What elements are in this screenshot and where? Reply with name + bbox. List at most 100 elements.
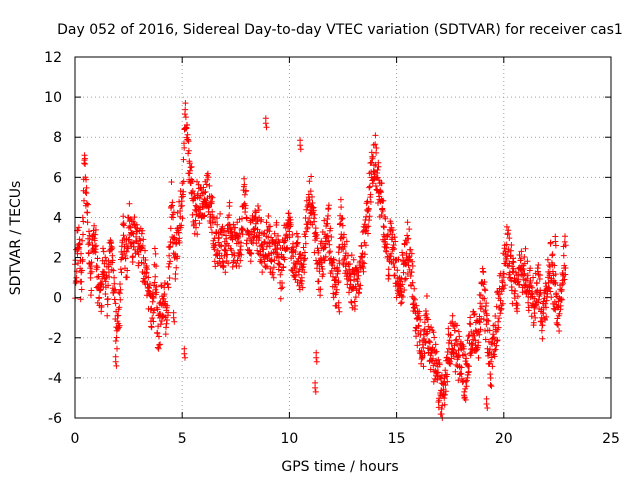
data-point (296, 266, 303, 273)
data-point (267, 223, 274, 230)
data-point (436, 397, 443, 404)
data-point (291, 272, 298, 279)
data-point (305, 191, 312, 198)
data-point (521, 254, 528, 260)
data-point (241, 191, 248, 198)
data-point (220, 262, 227, 269)
data-point (367, 191, 374, 198)
data-point (426, 338, 433, 345)
data-point (295, 233, 301, 240)
data-point (484, 405, 491, 411)
data-point (431, 368, 437, 375)
data-point (552, 233, 559, 240)
data-point (181, 345, 188, 352)
data-point (97, 286, 104, 293)
data-point (110, 267, 117, 274)
data-point (497, 297, 504, 304)
data-point (303, 228, 310, 235)
data-point (445, 325, 452, 332)
data-point (415, 322, 422, 329)
data-point (346, 289, 352, 296)
data-point (82, 161, 89, 167)
data-point (416, 338, 423, 345)
data-point (529, 284, 536, 291)
data-point (403, 239, 410, 246)
data-point (277, 271, 284, 278)
data-point (187, 167, 193, 174)
data-point (551, 262, 558, 269)
x-tick-label: 20 (495, 431, 513, 447)
data-point (364, 198, 371, 205)
data-point (236, 230, 243, 237)
data-point (408, 269, 415, 276)
data-point (477, 319, 483, 326)
data-point (85, 235, 92, 242)
data-point (493, 338, 500, 344)
data-point (421, 350, 428, 357)
data-point (322, 244, 329, 251)
data-point (321, 217, 328, 224)
data-point (491, 334, 497, 341)
data-point (407, 273, 414, 279)
data-point (286, 228, 293, 235)
data-point (552, 242, 559, 249)
x-tick-label: 25 (602, 431, 620, 447)
data-point (157, 321, 164, 328)
data-point (521, 270, 528, 277)
data-point (539, 322, 546, 329)
data-point (280, 263, 287, 270)
data-point (462, 358, 469, 365)
data-point (495, 324, 502, 331)
data-point (225, 260, 232, 267)
data-point (264, 263, 270, 270)
chart-title: Day 052 of 2016, Sidereal Day-to-day VTE… (57, 22, 623, 38)
data-point (168, 179, 175, 185)
data-point (408, 250, 415, 257)
data-point (475, 354, 482, 361)
data-point (432, 349, 439, 356)
x-tick-label: 5 (178, 431, 187, 447)
data-point (432, 341, 439, 348)
data-point (336, 308, 343, 315)
data-point (256, 234, 263, 241)
data-point (176, 239, 183, 246)
data-point (328, 234, 335, 240)
data-point (206, 182, 213, 189)
data-point (116, 322, 123, 329)
data-point (313, 358, 320, 365)
data-point (543, 313, 550, 320)
data-point (173, 264, 180, 271)
data-point (166, 252, 173, 259)
data-point (268, 256, 275, 263)
data-point (560, 280, 567, 287)
data-point (180, 178, 187, 185)
data-point (490, 331, 497, 338)
data-point (456, 333, 463, 340)
data-point (124, 274, 130, 281)
data-point (144, 266, 151, 273)
data-point (560, 252, 567, 259)
data-point (557, 302, 564, 309)
data-point (211, 246, 218, 253)
data-point (147, 281, 153, 287)
data-point (370, 168, 377, 175)
data-point (139, 227, 146, 234)
data-point (254, 247, 261, 254)
data-point (155, 333, 162, 340)
data-point (452, 327, 458, 334)
data-point (180, 188, 187, 195)
data-point (201, 212, 208, 219)
data-point (312, 388, 319, 395)
data-point (208, 224, 214, 231)
data-point (409, 258, 416, 265)
data-point (215, 235, 222, 242)
data-point (143, 269, 150, 276)
data-point (109, 245, 116, 252)
data-point (200, 184, 207, 191)
x-tick-labels: 0 5 10 15 20 25 (71, 431, 620, 447)
data-point (351, 271, 358, 278)
data-point (512, 288, 519, 294)
data-point (460, 378, 467, 385)
data-point (260, 246, 267, 253)
